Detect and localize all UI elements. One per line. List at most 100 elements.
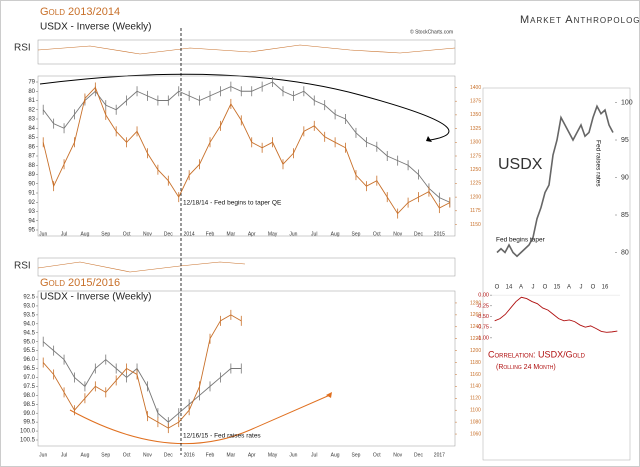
y2-tick-label: 1160 [470, 372, 481, 378]
series-line [42, 314, 242, 429]
panel-title: USDX [498, 156, 543, 173]
y-tick-label: -0.75 [476, 325, 489, 331]
x-tick-label: Aug [80, 231, 89, 237]
x-tick-label: Dec [164, 452, 173, 458]
x-tick-label: Feb [206, 452, 215, 458]
trend-arrow [69, 394, 331, 445]
y2-tick-label: 1240 [470, 324, 481, 330]
x-tick-label: 2017 [434, 452, 445, 458]
y-tick-label: 92.5 [23, 295, 35, 301]
annotation: 12/16/15 - Fed raises rates [183, 433, 261, 440]
y-tick-label: 87 [28, 154, 35, 160]
y-tick-label: 100.0 [20, 429, 36, 435]
y2-tick-label: 1325 [470, 126, 481, 132]
y-tick-label: -0.25 [476, 303, 489, 309]
x-tick-label: A [519, 285, 523, 291]
credit: © StockCharts.com [410, 28, 453, 35]
y-tick-label: 89 [28, 172, 35, 178]
y-tick-label: 96.5 [23, 366, 35, 372]
y-tick-label: 97.0 [23, 375, 35, 381]
x-tick-label: Dec [414, 452, 423, 458]
y2-tick-label: 1260 [470, 312, 481, 318]
x-tick-label: Jun [39, 452, 47, 458]
y-tick-label: 86 [28, 144, 35, 150]
rsi-label: RSI [14, 43, 31, 54]
y-tick-label: 85 [621, 212, 629, 219]
y2-tick-label: 1120 [470, 396, 481, 402]
x-tick-label: Oct [123, 231, 131, 237]
x-tick-label: Dec [414, 231, 423, 237]
y-tick-label: 79 [28, 80, 35, 86]
x-tick-label: Mar [227, 452, 236, 458]
x-tick-label: Jun [289, 231, 297, 237]
x-tick-label: Sep [352, 231, 361, 237]
x-tick-label: Dec [164, 231, 173, 237]
x-tick-label: Nov [143, 231, 152, 237]
y2-tick-label: 1250 [470, 167, 481, 173]
arrow-head [326, 392, 332, 398]
y-tick-label: 100 [621, 99, 633, 106]
y2-tick-label: 1225 [470, 181, 481, 187]
y-tick-label: 96.0 [23, 357, 35, 363]
y-tick-label: 98.5 [23, 402, 35, 408]
y2-tick-label: 1275 [470, 153, 481, 159]
x-tick-label: Nov [143, 452, 152, 458]
y-tick-label: 92 [28, 200, 35, 206]
y2-tick-label: 1140 [470, 384, 481, 390]
y-tick-label: 93.5 [23, 312, 35, 318]
y-tick-label: -1.00 [476, 335, 489, 341]
x-tick-label: Jul [61, 452, 67, 458]
x-tick-label: Apr [248, 452, 256, 458]
y-tick-label: 82 [28, 107, 35, 113]
arrow-head [426, 136, 432, 142]
rsi-line [37, 44, 456, 55]
y-tick-label: 94.5 [23, 330, 35, 336]
y-tick-label: 99.5 [23, 420, 35, 426]
y-tick-label: 91 [28, 191, 35, 197]
y-tick-label: 80 [28, 89, 35, 95]
series-line [42, 81, 450, 203]
x-tick-label: Mar [227, 231, 236, 237]
x-tick-label: Oct [123, 452, 131, 458]
x-tick-label: J [532, 285, 535, 291]
y-tick-label: 93.0 [23, 304, 35, 310]
x-tick-label: 2015 [434, 231, 445, 237]
panel-title: Gold 2013/2014 [40, 6, 120, 18]
x-tick-label: Jun [289, 452, 297, 458]
series-line [494, 296, 618, 333]
series-line [42, 341, 242, 423]
y-tick-label: 97.5 [23, 384, 35, 390]
x-tick-label: Aug [80, 452, 89, 458]
x-tick-label: Aug [331, 231, 340, 237]
y2-tick-label: 1150 [470, 222, 481, 228]
x-tick-label: J [580, 285, 583, 291]
x-tick-label: O [495, 285, 500, 291]
y-tick-label: 99.0 [23, 411, 35, 417]
y-tick-label: 90 [28, 181, 35, 187]
x-tick-label: Apr [248, 231, 256, 237]
y2-tick-label: 1175 [470, 208, 481, 214]
x-tick-label: Feb [206, 231, 215, 237]
y2-tick-label: 1080 [470, 419, 481, 425]
y-tick-label: 84 [28, 126, 35, 132]
x-tick-label: Jul [311, 231, 317, 237]
panel-title: Gold 2015/2016 [40, 277, 120, 289]
series-line [496, 104, 614, 258]
y2-tick-label: 1060 [470, 431, 481, 437]
brand: Market Anthropology [520, 14, 640, 26]
panel-subtitle: USDX - Inverse (Weekly) [40, 22, 152, 33]
y2-tick-label: 1280 [470, 300, 481, 306]
y2-tick-label: 1350 [470, 112, 481, 118]
x-tick-label: A [567, 285, 571, 291]
series-line [42, 86, 450, 215]
y-tick-label: 95 [28, 228, 35, 234]
x-tick-label: 2016 [184, 452, 195, 458]
x-tick-label: May [268, 231, 278, 237]
y-tick-label: 0.00 [478, 293, 489, 299]
y-tick-label: 85 [28, 135, 35, 141]
side-panel [482, 87, 631, 461]
x-tick-label: 14 [506, 285, 513, 291]
x-tick-label: Nov [393, 231, 402, 237]
